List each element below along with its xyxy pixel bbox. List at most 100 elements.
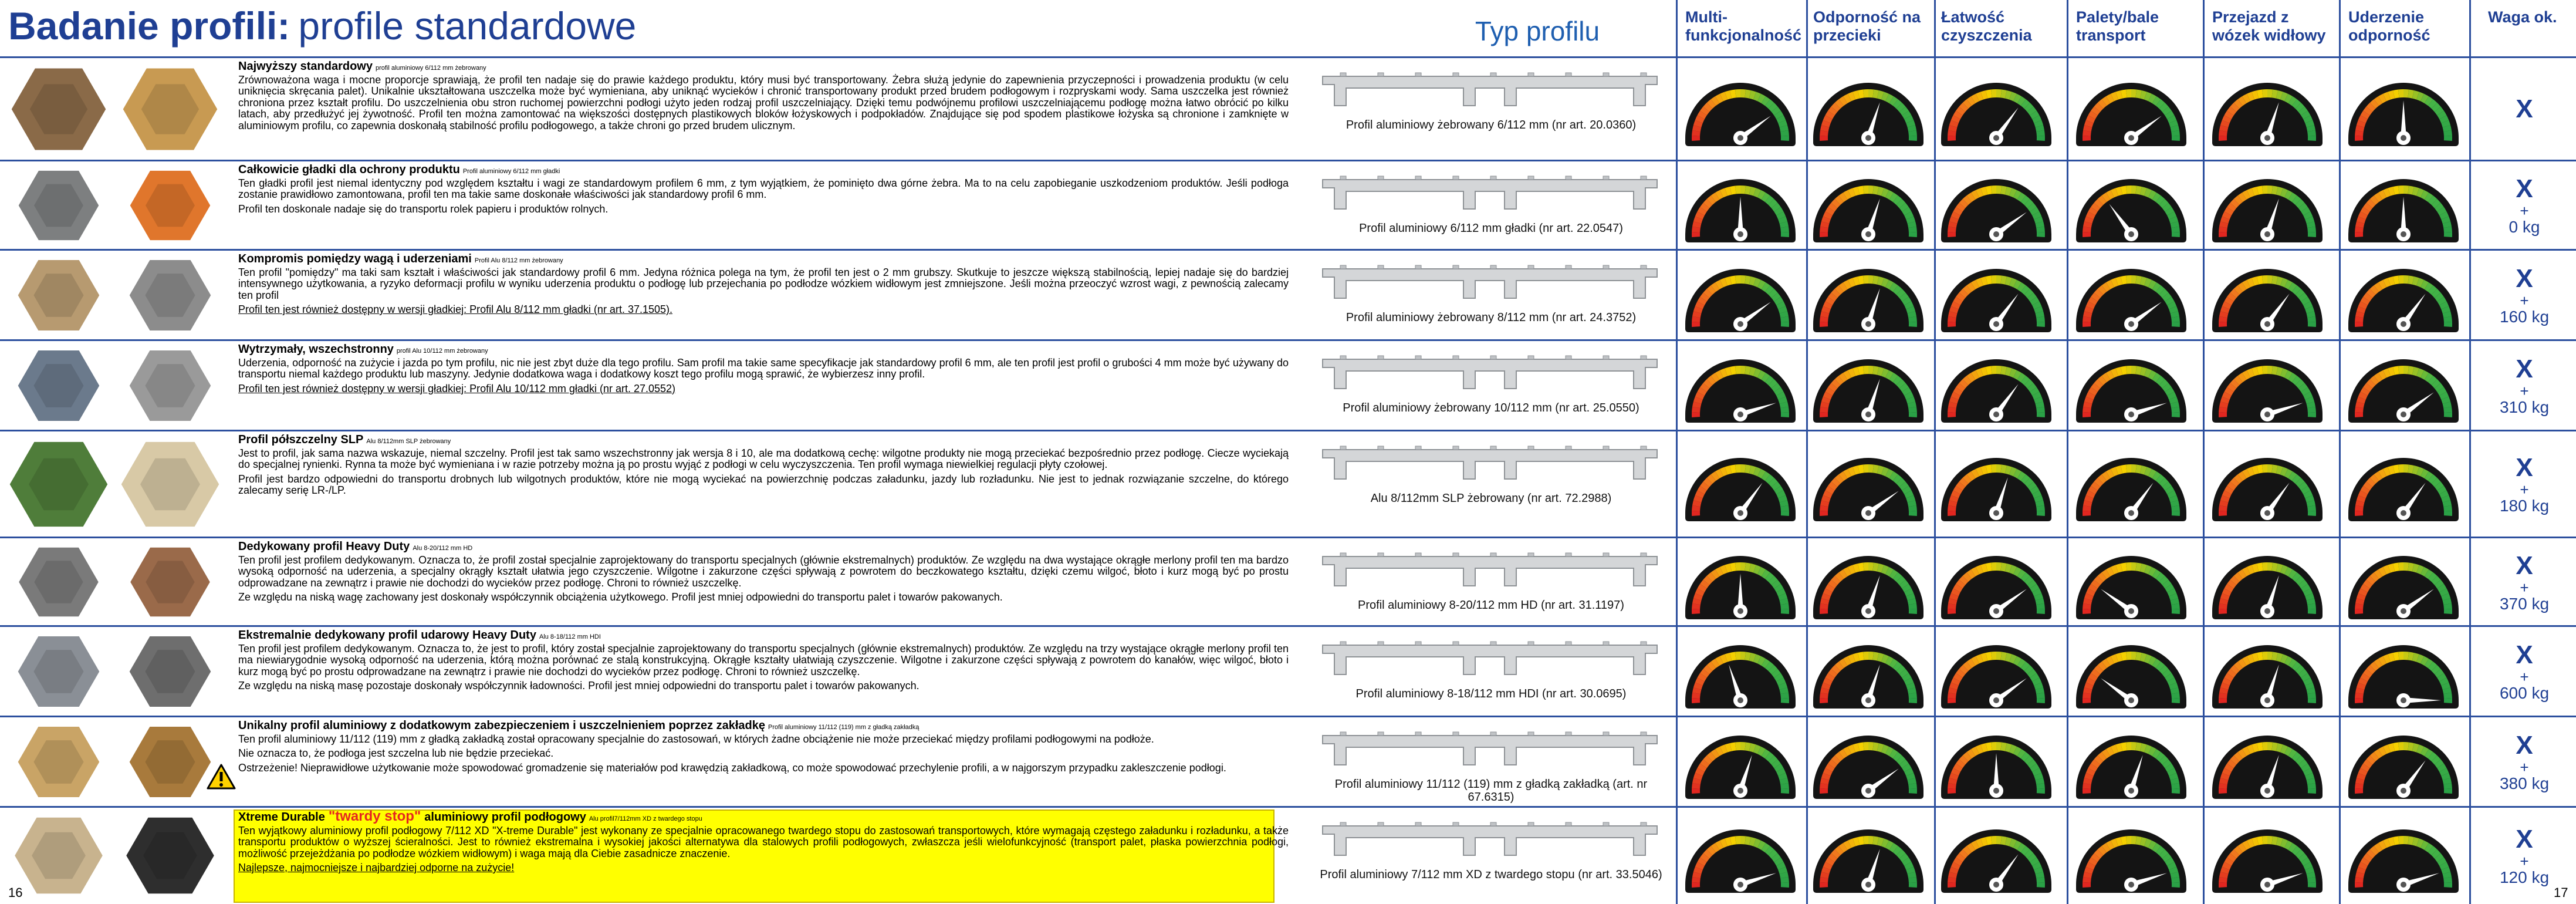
profile-caption: Alu 8/112mm SLP żebrowany (nr art. 72.29… [1370, 492, 1612, 505]
profile-rib [1415, 446, 1422, 450]
gauge-arc [2388, 366, 2395, 376]
gauge-arc [2356, 593, 2366, 601]
paragraph: Nie oznacza to, że podłoga jest szczelna… [238, 747, 554, 759]
gauge-needle [2403, 697, 2441, 703]
gauge-arc [2219, 311, 2229, 318]
gauge-hub-center [1993, 231, 1999, 237]
gauge-arc [1764, 376, 1774, 386]
gauge-arc [2152, 471, 2161, 481]
gauge-hub-center [1737, 697, 1743, 703]
gauge-arc [2101, 471, 2111, 481]
gauge-arc [1776, 115, 1786, 123]
gauge-arc [2227, 481, 2237, 491]
gauge-arc [1774, 485, 1784, 494]
gauge-arc [1720, 467, 1728, 477]
gauge-arc [1953, 207, 1963, 215]
gauge-arc [1823, 211, 1833, 220]
gauge-arc [1948, 125, 1958, 132]
column-header: Waga ok. [2488, 8, 2557, 26]
gauge-arc [2219, 871, 2229, 878]
gauge-arc [2439, 392, 2449, 400]
gauge-arc [2139, 836, 2147, 846]
paragraph: Ten profil "pomiędzy" ma taki sam kształ… [238, 266, 1289, 301]
gauge-arc [1971, 370, 1980, 380]
gauge-arc [2431, 575, 2441, 585]
gauge-arc [1889, 192, 1898, 203]
gauge-arc [1715, 566, 1724, 576]
gauge-arc [1899, 292, 1909, 302]
gauge-arc [2084, 773, 2094, 780]
page-title: Badanie profili: profile standardowe [8, 4, 636, 48]
gauge-arc [1828, 383, 1838, 392]
profile-rib [1527, 446, 1534, 450]
gauge-arc [2428, 662, 2438, 672]
gauge-arc [2167, 768, 2177, 776]
gauge-arc [1745, 835, 1751, 845]
profile-rib [1415, 72, 1422, 77]
profile-rib [1640, 176, 1647, 180]
gauge-arc [2167, 677, 2177, 686]
gauge-arc [2439, 861, 2449, 870]
gauge-needle [2401, 294, 2426, 326]
gauge-hub-center [2128, 881, 2134, 888]
gauge-arc [2383, 744, 2391, 754]
gauge-arc [1907, 778, 1916, 785]
weight-text: 160 kg [2499, 308, 2550, 326]
gauge-arc [1725, 90, 1732, 100]
gauge-arc [1821, 495, 1831, 502]
gauge-arc [2084, 216, 2094, 224]
profile-row: Najwyższy standardowy profil aluminiowy 6… [0, 58, 2576, 161]
gauge-arc [2111, 188, 2118, 198]
gauge-arc [2420, 279, 2429, 289]
gauge-hub-center [2401, 697, 2406, 703]
gauge-arc [1950, 490, 1960, 498]
gauge-arc [1980, 276, 1988, 286]
gauge-arc [2171, 406, 2180, 413]
gauge-arc [2442, 687, 2452, 694]
gauge-arc [2237, 282, 2247, 292]
gauge-arc [2291, 845, 2301, 855]
gauge-arc [2167, 115, 2177, 123]
gauge-hub-center [2401, 135, 2406, 141]
weight: X [2473, 95, 2576, 123]
gauge-arc [1881, 278, 1889, 288]
gauge-arc [1962, 752, 1972, 762]
gauge-arc [1749, 563, 1756, 573]
gauge [1941, 555, 2051, 619]
gauge-arc [1715, 370, 1724, 380]
gauge-arc [1971, 840, 1980, 850]
paragraph: Jest to profil, jak sama nazwa wskazuje,… [238, 447, 1289, 470]
gauge-arc [2288, 842, 2297, 852]
gauge-arc [2393, 742, 2399, 751]
row-subtitle: profil Alu 10/112 mm żebrowany [396, 348, 488, 355]
product-images [8, 440, 221, 529]
gauge-arc [1889, 372, 1898, 383]
gauge-arc [2224, 485, 2234, 494]
gauge-arc [1780, 505, 1789, 511]
weight: X +380 kg [2473, 731, 2576, 792]
gauge-needle [2401, 483, 2426, 515]
gauge-arc [1950, 588, 1960, 596]
gauge-arc [2159, 379, 2169, 389]
gauge-arc [2091, 852, 2101, 862]
gauge-arc [2030, 857, 2040, 866]
gauge-arc [2171, 505, 2180, 511]
gauge-arc [1703, 102, 1713, 112]
gauge-arc [2442, 311, 2452, 318]
gauge-arc [2428, 285, 2438, 295]
gauge-arc [2013, 93, 2021, 103]
gauge [2348, 179, 2459, 242]
gauge [2348, 83, 2459, 146]
gauge-arc [2307, 505, 2316, 511]
profile-drawing [1322, 731, 1658, 765]
profile-rib [1527, 641, 1534, 646]
gauge-hub-center [1865, 231, 1871, 237]
gauge-arc [2030, 110, 2040, 119]
gauge [2076, 555, 2186, 619]
gauge-arc [2171, 782, 2180, 789]
gauge-arc [1838, 748, 1848, 759]
product-images [9, 66, 219, 152]
gauge-arc [2027, 292, 2037, 302]
gauge-arc [1858, 464, 1864, 474]
gauge-arc [2155, 572, 2165, 582]
